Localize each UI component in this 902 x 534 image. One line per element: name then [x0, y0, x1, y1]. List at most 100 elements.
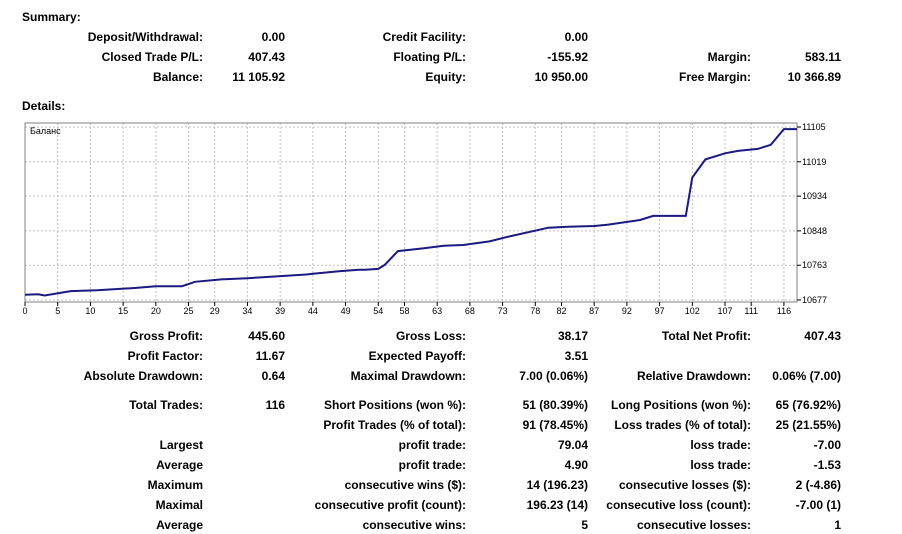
avg-consecutive-losses-label: consecutive losses:: [636, 518, 751, 532]
gross-profit-value: 445.60: [248, 329, 285, 343]
x-tick-label: 49: [341, 306, 351, 316]
deposit-value: 0.00: [261, 30, 285, 44]
x-tick-label: 111: [744, 306, 758, 316]
margin-value: 583.11: [804, 50, 841, 64]
x-tick-label: 10: [85, 306, 95, 316]
x-tick-label: 92: [622, 306, 632, 316]
relative-drawdown-label: Relative Drawdown:: [636, 369, 751, 383]
balance-series-line: [24, 128, 797, 297]
total-net-profit-value: 407.43: [804, 329, 841, 343]
profit-factor-value: 11.67: [255, 349, 285, 363]
x-tick-label: 54: [373, 306, 383, 316]
loss-trades-value: 25 (21.55%): [775, 418, 841, 432]
x-tick-label: 68: [465, 306, 475, 316]
gross-loss-value: 38.17: [557, 329, 588, 343]
credit-value: 0.00: [564, 30, 588, 44]
chart-plot-area: [24, 122, 798, 303]
expected-payoff-value: 3.51: [564, 349, 588, 363]
y-tick-label: 10934: [802, 191, 827, 201]
total-net-profit-label: Total Net Profit:: [661, 329, 751, 343]
y-tick-label: 10677: [802, 295, 827, 305]
average-label: Average: [156, 458, 203, 472]
relative-drawdown-value: 0.06% (7.00): [772, 369, 841, 383]
long-positions-value: 65 (76.92%): [775, 398, 841, 412]
credit-label: Credit Facility:: [382, 30, 466, 44]
max-consecutive-losses-label: consecutive losses ($):: [618, 478, 751, 492]
x-tick-label: 29: [210, 306, 220, 316]
x-tick-label: 58: [399, 306, 409, 316]
x-tick-label: 5: [55, 306, 60, 316]
x-tick-label: 107: [718, 306, 733, 316]
avg-consecutive-wins-label: consecutive wins:: [362, 518, 466, 532]
absolute-drawdown-label: Absolute Drawdown:: [83, 369, 203, 383]
short-positions-label: Short Positions (won %):: [324, 398, 466, 412]
x-tick-label: 63: [432, 306, 442, 316]
profit-factor-label: Profit Factor:: [127, 349, 203, 363]
loss-trades-label: Loss trades (% of total):: [614, 418, 751, 432]
x-tick-label: 73: [498, 306, 508, 316]
largest-loss-value: -7.00: [813, 438, 841, 452]
summary-title: Summary:: [22, 10, 81, 24]
x-tick-label: 25: [184, 306, 194, 316]
profit-trades-value: 91 (78.45%): [522, 418, 588, 432]
short-positions-value: 51 (80.39%): [522, 398, 588, 412]
maximum-label: Maximum: [147, 478, 203, 492]
max-consecutive-wins-label: consecutive wins ($):: [344, 478, 466, 492]
y-tick-label: 11105: [802, 122, 826, 132]
chart-title: Баланс: [30, 126, 61, 136]
maximal-consecutive-profit-value: 196.23 (14): [526, 498, 588, 512]
x-tick-label: 97: [655, 306, 665, 316]
long-positions-label: Long Positions (won %):: [611, 398, 751, 412]
equity-label: Equity:: [425, 70, 466, 84]
x-tick-label: 44: [308, 306, 318, 316]
gross-profit-label: Gross Profit:: [129, 329, 203, 343]
floating-pl-label: Floating P/L:: [393, 50, 466, 64]
maximal-drawdown-value: 7.00 (0.06%): [519, 369, 588, 383]
total-trades-value: 116: [265, 398, 285, 412]
profit-trades-label: Profit Trades (% of total):: [323, 418, 466, 432]
closed-pl-label: Closed Trade P/L:: [101, 50, 203, 64]
maximal-drawdown-label: Maximal Drawdown:: [350, 369, 466, 383]
y-tick-label: 11019: [802, 157, 826, 167]
maximal-consecutive-loss-value: -7.00 (1): [795, 498, 841, 512]
floating-pl-value: -155.92: [547, 50, 588, 64]
largest-loss-label: loss trade:: [690, 438, 751, 452]
largest-label: Largest: [159, 438, 203, 452]
x-tick-label: 34: [242, 306, 252, 316]
x-tick-label: 102: [685, 306, 700, 316]
equity-value: 10 950.00: [534, 70, 588, 84]
avg-consecutive-losses-value: 1: [834, 518, 841, 532]
closed-pl-value: 407.43: [248, 50, 285, 64]
x-tick-label: 15: [118, 306, 128, 316]
average-loss-label: loss trade:: [690, 458, 751, 472]
expected-payoff-label: Expected Payoff:: [368, 349, 466, 363]
chart-grid: [24, 123, 797, 302]
free-margin-value: 10 366.89: [787, 70, 841, 84]
largest-profit-value: 79.04: [557, 438, 588, 452]
y-tick-label: 10763: [802, 260, 827, 270]
chart-x-axis: 0 5 10 15 20 25 29 34 39 44 49 54 58 63 68 73 78 82 87 92 97…: [22, 302, 791, 316]
x-tick-label: 0: [22, 306, 27, 316]
max-consecutive-losses-value: 2 (-4.86): [795, 478, 841, 492]
balance-label: Balance:: [152, 70, 203, 84]
x-tick-label: 87: [589, 306, 599, 316]
maximal-label: Maximal: [155, 498, 203, 512]
free-margin-label: Free Margin:: [678, 70, 751, 84]
average-profit-value: 4.90: [564, 458, 588, 472]
margin-label: Margin:: [707, 50, 751, 64]
x-tick-label: 116: [777, 306, 791, 316]
max-consecutive-wins-value: 14 (196.23): [526, 478, 588, 492]
total-trades-label: Total Trades:: [129, 398, 203, 412]
gross-loss-label: Gross Loss:: [395, 329, 466, 343]
x-tick-label: 78: [530, 306, 540, 316]
details-title: Details:: [22, 99, 66, 113]
absolute-drawdown-value: 0.64: [261, 369, 285, 383]
balance-value: 11 105.92: [232, 70, 285, 84]
x-tick-label: 82: [556, 306, 566, 316]
chart-y-axis: 11105 11019 10934 10848 10763 10677: [797, 122, 827, 305]
maximal-consecutive-profit-label: consecutive profit (count):: [314, 498, 466, 512]
average-loss-value: -1.53: [813, 458, 841, 472]
x-tick-label: 39: [275, 306, 285, 316]
x-tick-label: 20: [151, 306, 161, 316]
